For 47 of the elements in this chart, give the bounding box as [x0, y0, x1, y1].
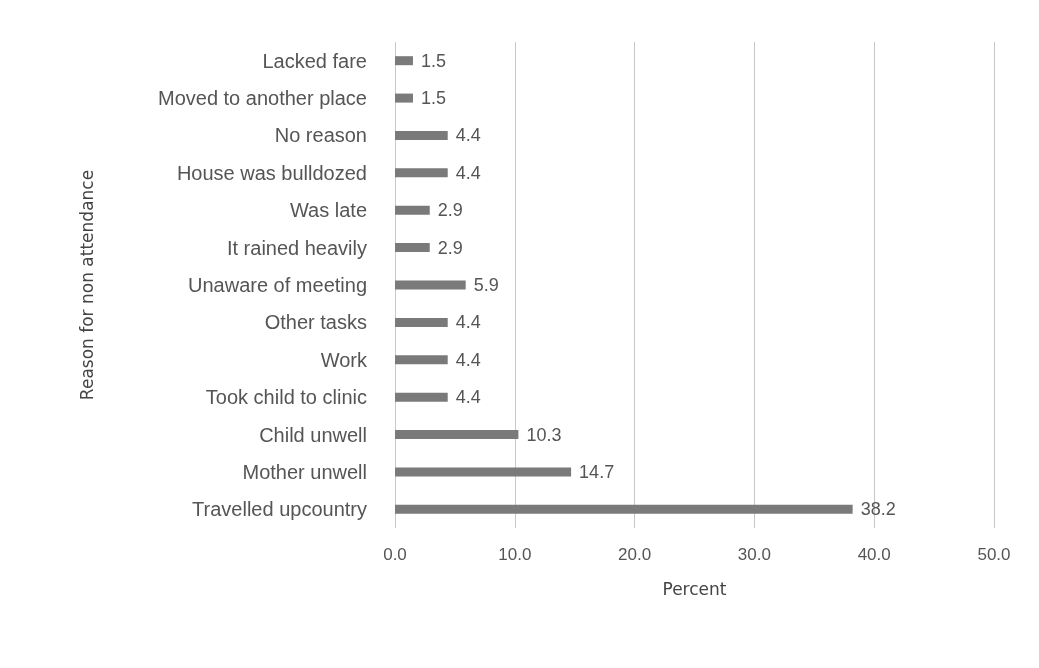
- x-tick-label: 20.0: [618, 545, 652, 564]
- y-tick-label: It rained heavily: [226, 236, 367, 259]
- bar: [395, 317, 448, 327]
- data-label: 1.5: [420, 88, 446, 109]
- data-label: 4.4: [455, 312, 481, 333]
- y-tick-label: No reason: [274, 124, 367, 147]
- data-label: 4.4: [455, 162, 481, 183]
- y-tick-label: Took child to clinic: [205, 386, 367, 409]
- data-label: 10.3: [526, 424, 562, 445]
- x-tick-label: 10.0: [498, 545, 532, 564]
- y-axis-title: Reason for non attendance: [76, 169, 97, 401]
- bar: [395, 280, 466, 290]
- bar: [395, 205, 430, 215]
- y-tick-label: Mother unwell: [242, 460, 367, 483]
- y-tick-label: Unaware of meeting: [188, 274, 367, 296]
- x-tick-label: 30.0: [737, 545, 771, 564]
- data-label: 2.9: [437, 237, 463, 258]
- data-label: 38.2: [860, 499, 896, 520]
- data-label: 4.4: [455, 349, 481, 370]
- y-tick-label: Other tasks: [264, 311, 367, 334]
- y-tick-label: Child unwell: [259, 423, 367, 446]
- bar: [395, 467, 572, 477]
- bar: [395, 243, 430, 253]
- bar: [395, 355, 448, 365]
- data-label: 4.4: [455, 387, 481, 408]
- data-label: 4.4: [455, 125, 481, 146]
- bar: [395, 130, 448, 140]
- y-tick-label: Lacked fare: [262, 49, 367, 72]
- data-label: 2.9: [437, 200, 463, 221]
- x-axis-title: Percent: [662, 578, 727, 599]
- x-tick-label: 50.0: [977, 545, 1011, 564]
- data-label: 14.7: [579, 461, 615, 482]
- bar: [395, 168, 448, 178]
- y-tick-label: Moved to another place: [157, 87, 367, 110]
- y-tick-label: Was late: [289, 199, 367, 222]
- data-label: 1.5: [420, 50, 446, 71]
- bar: [395, 504, 853, 514]
- bar: [395, 392, 448, 402]
- bar: [395, 430, 519, 440]
- bar: [395, 56, 413, 66]
- y-tick-label: House was bulldozed: [176, 161, 367, 184]
- y-tick-label: Work: [320, 348, 368, 371]
- data-label: 5.9: [473, 275, 499, 295]
- x-tick-label: 0.0: [383, 545, 407, 564]
- x-tick-label: 40.0: [857, 545, 891, 564]
- bar: [395, 93, 413, 103]
- y-tick-label: Travelled upcountry: [192, 498, 367, 521]
